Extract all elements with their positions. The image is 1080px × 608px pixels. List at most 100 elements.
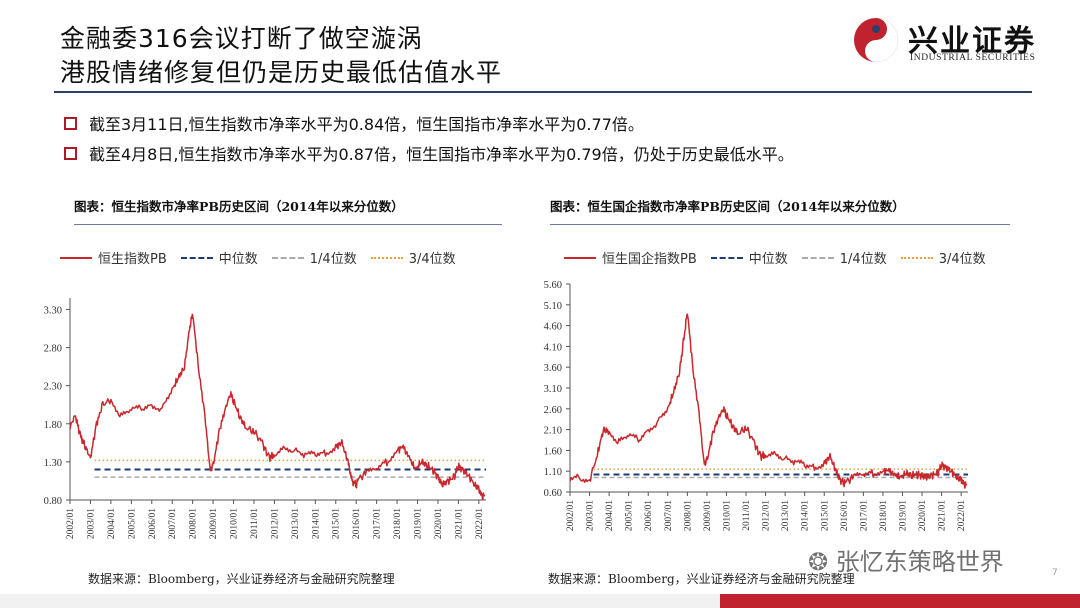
y-tick-label: 2.80 [44, 344, 62, 355]
y-tick-label: 3.60 [544, 363, 562, 374]
bullet-square-icon [64, 116, 77, 130]
x-tick-label: 2003/01 [586, 500, 596, 531]
x-tick-label: 2011/01 [250, 508, 260, 539]
legend-label: 中位数 [748, 252, 788, 267]
chart-legend: 恒生国企指数PB 中位数 1/4位数 3/4位数 [564, 248, 1000, 267]
legend-item-series: 恒生指数PB [60, 248, 167, 267]
y-tick-label: 4.60 [544, 322, 562, 333]
chart-panel-hsi: 图表：恒生指数市净率PB历史区间（2014年以来分位数） 恒生指数PB 中位数 … [60, 196, 504, 532]
legend-item-q1: 1/4位数 [271, 248, 357, 267]
bullet-text: 截至3月11日,恒生指数市净率水平为0.84倍，恒生国指市净率水平为0.77倍。 [89, 115, 644, 134]
watermark-text: 张忆东策略世界 [835, 548, 1004, 576]
y-tick-label: 3.10 [544, 384, 562, 395]
logo-mark-icon [854, 18, 898, 62]
title-line-1: 金融委316会议打断了做空漩涡 [60, 24, 423, 53]
y-tick-label: 5.10 [544, 301, 562, 312]
chart-source: 数据来源：Bloomberg，兴业证券经济与金融研究院整理 [88, 572, 395, 586]
legend-swatch-q1 [801, 256, 834, 259]
bullet-square-icon [64, 146, 77, 160]
x-tick-label: 2006/01 [644, 500, 654, 531]
x-tick-label: 2022/01 [957, 500, 967, 531]
legend-swatch-series [60, 256, 92, 259]
y-tick-label: 2.30 [44, 382, 62, 393]
x-tick-label: 2008/01 [189, 508, 199, 539]
chart-heading-rule [74, 224, 502, 225]
legend-label: 中位数 [218, 252, 258, 267]
y-tick-label: 4.10 [544, 342, 562, 353]
x-tick-label: 2016/01 [352, 508, 362, 539]
x-tick-label: 2021/01 [938, 500, 948, 531]
page-number: 7 [1052, 568, 1058, 578]
bullet-item: 截至4月8日,恒生指数市净率水平为0.87倍，恒生国指市净率水平为0.79倍，仍… [64, 138, 794, 168]
legend-label: 1/4位数 [839, 252, 887, 267]
legend-label: 3/4位数 [408, 252, 456, 267]
y-tick-label: 0.60 [544, 488, 562, 499]
x-tick-label: 2019/01 [898, 500, 908, 531]
logo-cn-text: 兴业证券 [908, 24, 1036, 59]
x-tick-label: 2007/01 [664, 500, 674, 531]
legend-swatch-q3 [900, 256, 933, 259]
chart-heading: 图表：恒生国企指数市净率PB历史区间（2014年以来分位数） [550, 199, 905, 214]
chart-heading-rule [550, 224, 1010, 225]
bullet-list: 截至3月11日,恒生指数市净率水平为0.84倍，恒生国指市净率水平为0.77倍。… [64, 108, 794, 168]
legend-item-median: 中位数 [710, 248, 788, 267]
x-tick-label: 2003/01 [86, 508, 96, 539]
x-tick-label: 2020/01 [434, 508, 444, 539]
pb-series-line [569, 313, 968, 489]
legend-item-q3: 3/4位数 [370, 248, 456, 267]
company-logo: 兴业证券 INDUSTRIAL SECURITIES [852, 14, 1067, 70]
x-tick-label: 2019/01 [414, 508, 424, 539]
pb-series-line [69, 313, 486, 501]
x-tick-label: 2006/01 [148, 508, 158, 539]
x-tick-label: 2014/01 [311, 508, 321, 539]
hscei-pb-chart: 0.60 1.10 1.60 2.10 2.60 3.10 3.60 4.10 4.60 5.10… [544, 280, 968, 531]
chart-legend: 恒生指数PB 中位数 1/4位数 3/4位数 [60, 248, 470, 267]
x-tick-label: 2021/01 [454, 508, 464, 539]
chart-source: 数据来源：Bloomberg，兴业证券经济与金融研究院整理 [548, 572, 855, 586]
legend-swatch-q1 [271, 256, 304, 259]
x-tick-label: 2002/01 [566, 500, 576, 531]
legend-item-series: 恒生国企指数PB [564, 248, 697, 267]
y-tick-label: 2.60 [544, 405, 562, 416]
x-tick-label: 2012/01 [762, 500, 772, 531]
x-tick-label: 2012/01 [270, 508, 280, 539]
header-rule [54, 91, 1032, 93]
x-tick-label: 2009/01 [209, 508, 219, 539]
legend-swatch-median [710, 256, 743, 259]
legend-item-q1: 1/4位数 [801, 248, 887, 267]
legend-label: 3/4位数 [938, 252, 986, 267]
x-tick-label: 2013/01 [291, 508, 301, 539]
legend-label: 恒生国企指数PB [602, 252, 697, 267]
chart-panel-hscei: 图表：恒生国企指数市净率PB历史区间（2014年以来分位数） 恒生国企指数PB … [550, 196, 1010, 532]
bullet-text: 截至4月8日,恒生指数市净率水平为0.87倍，恒生国指市净率水平为0.79倍，仍… [89, 145, 794, 164]
y-tick-label: 2.10 [544, 426, 562, 437]
legend-label: 恒生指数PB [98, 252, 167, 267]
logo-en-text: INDUSTRIAL SECURITIES [910, 53, 1036, 63]
legend-label: 1/4位数 [309, 252, 357, 267]
y-tick-label: 3.30 [44, 305, 62, 316]
y-tick-label: 0.80 [44, 496, 62, 507]
x-tick-label: 2017/01 [859, 500, 869, 531]
x-tick-label: 2005/01 [625, 500, 635, 531]
x-tick-label: 2010/01 [722, 500, 732, 531]
x-tick-label: 2016/01 [840, 500, 850, 531]
bullet-item: 截至3月11日,恒生指数市净率水平为0.84倍，恒生国指市净率水平为0.77倍。 [64, 108, 794, 138]
legend-swatch-median [180, 256, 213, 259]
x-tick-label: 2005/01 [127, 508, 137, 539]
footer-bar-left [0, 594, 720, 608]
x-tick-label: 2011/01 [742, 500, 752, 531]
x-tick-label: 2017/01 [373, 508, 383, 539]
y-tick-label: 1.30 [44, 458, 62, 469]
x-tick-label: 2002/01 [66, 508, 76, 539]
legend-swatch-series [564, 256, 596, 259]
chart-heading: 图表：恒生指数市净率PB历史区间（2014年以来分位数） [74, 199, 404, 214]
x-tick-label: 2018/01 [393, 508, 403, 539]
x-tick-label: 2009/01 [703, 500, 713, 531]
y-tick-label: 1.60 [544, 446, 562, 457]
y-tick-label: 1.80 [44, 420, 62, 431]
watermark: ❂ 张忆东策略世界 [808, 542, 1004, 577]
legend-item-median: 中位数 [180, 248, 258, 267]
slide-title: 金融委316会议打断了做空漩涡 港股情绪修复但仍是历史最低估值水平 [60, 22, 502, 90]
legend-swatch-q3 [370, 256, 403, 259]
x-tick-label: 2007/01 [168, 508, 178, 539]
